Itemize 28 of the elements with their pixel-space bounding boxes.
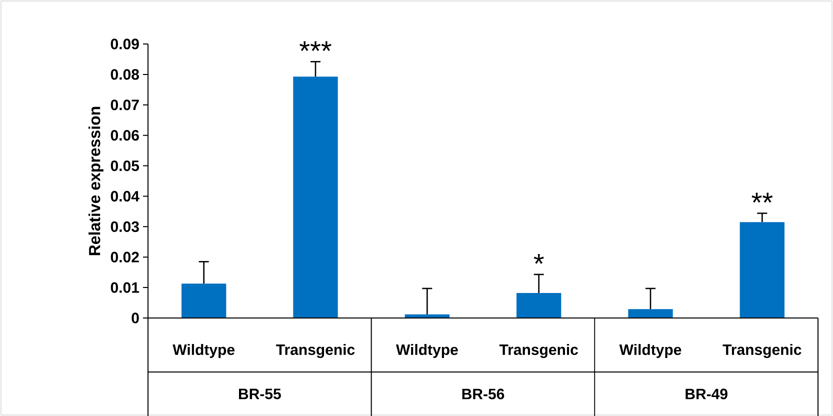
data-label: *** xyxy=(300,41,332,52)
data-label: ** xyxy=(752,192,773,203)
x-tick-label: Transgenic xyxy=(276,344,355,358)
text: BR-56 xyxy=(462,388,504,400)
y-tick-label: 0.08 xyxy=(110,69,139,80)
x-tick-label: Transgenic xyxy=(499,344,578,358)
y-tick-label: 0.09 xyxy=(110,38,139,50)
y-tick-label: 0.02 xyxy=(110,252,139,262)
bar xyxy=(516,293,562,318)
x-tick-label: Transgenic xyxy=(722,344,802,358)
y-tick-label: 0.01 xyxy=(110,282,140,293)
y-axis-title: Relative expression xyxy=(88,106,104,256)
y-tick-label: 0.06 xyxy=(110,130,139,141)
text: BR-55 xyxy=(239,388,281,400)
x-tick-label: Wildtype xyxy=(619,344,682,358)
y-tick-label: 0 xyxy=(132,312,139,324)
bar xyxy=(182,284,226,318)
y-tick-label: 0.05 xyxy=(110,160,140,172)
bar xyxy=(628,309,673,318)
y-tick-label: 0.03 xyxy=(110,221,139,232)
data-label: * xyxy=(534,254,544,264)
x-tick-label: Wildtype xyxy=(396,344,458,358)
text: BR-49 xyxy=(686,388,728,400)
bar xyxy=(740,222,784,318)
bar xyxy=(293,76,338,318)
x-tick-label: Wildtype xyxy=(172,344,235,358)
y-tick-label: 0.07 xyxy=(110,100,139,110)
y-tick-label: 0.04 xyxy=(110,190,140,202)
